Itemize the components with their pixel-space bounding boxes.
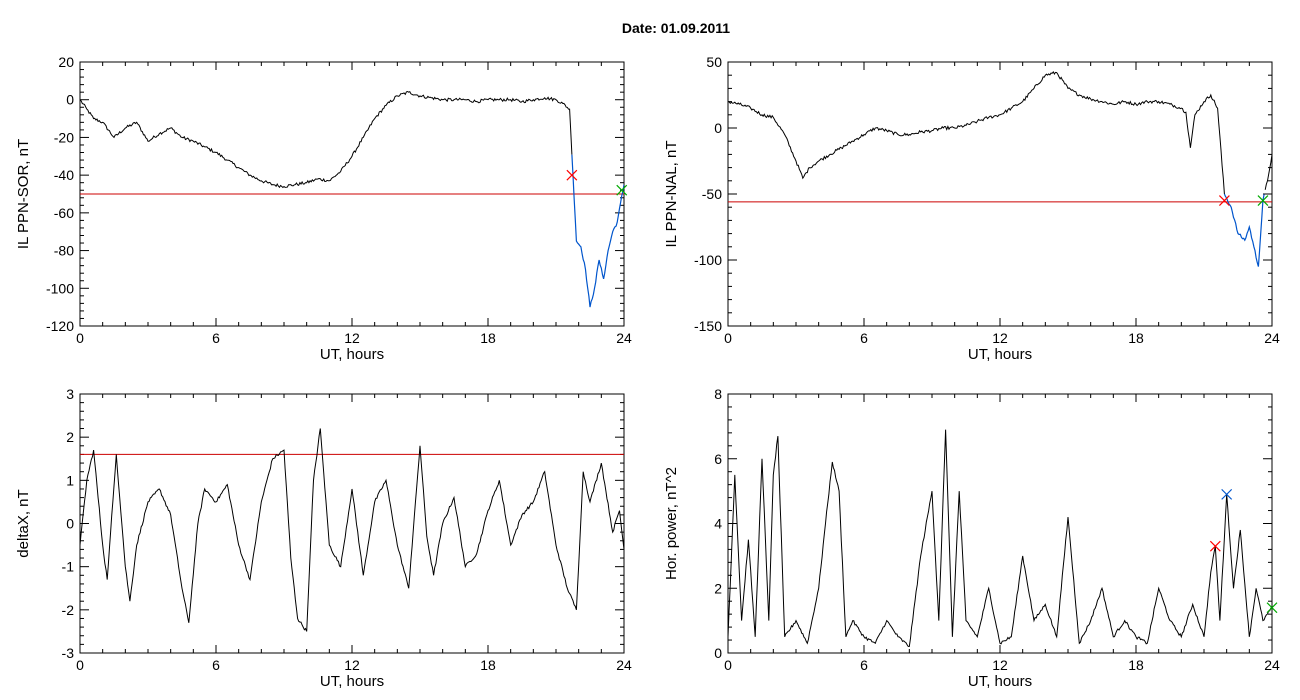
marker-green [1257, 195, 1269, 207]
y-tick-label: 3 [66, 386, 74, 402]
y-tick-label: -20 [54, 129, 74, 145]
y-tick-label: 0 [714, 645, 722, 661]
series-line [80, 90, 573, 189]
y-tick-label: 8 [714, 386, 722, 402]
x-tick-label: 12 [344, 657, 360, 673]
x-tick-label: 0 [76, 330, 84, 346]
series-line-tail [1264, 154, 1272, 190]
x-tick-label: 24 [616, 657, 632, 673]
x-tick-label: 24 [1264, 657, 1280, 673]
x-tick-label: 6 [212, 657, 220, 673]
x-tick-label: 18 [1128, 330, 1144, 346]
y-axis-label: deltaX, nT [15, 489, 32, 557]
chart-panel-1: 0 6 12 18 24 -120 -100 -80 -60 -40 -20 0 20 UT, hours… [15, 54, 632, 363]
x-tick-label: 24 [616, 330, 632, 346]
y-tick-label: -60 [54, 205, 74, 221]
x-tick-label: 0 [76, 657, 84, 673]
x-axis-label: UT, hours [968, 673, 1032, 690]
x-tick-label: 0 [724, 330, 732, 346]
marker-blue [1221, 488, 1233, 500]
y-tick-label: -120 [46, 318, 74, 334]
y-tick-label: -3 [62, 645, 75, 661]
y-tick-label: 0 [66, 516, 74, 532]
y-tick-label: 6 [714, 451, 722, 467]
x-tick-label: 0 [724, 657, 732, 673]
x-tick-label: 6 [212, 330, 220, 346]
y-tick-label: 0 [714, 120, 722, 136]
y-tick-label: -100 [694, 252, 722, 268]
y-tick-label: -1 [62, 559, 75, 575]
series-line [728, 71, 1225, 195]
x-tick-label: 12 [992, 657, 1008, 673]
x-axis-label: UT, hours [968, 346, 1032, 363]
marker-green [1266, 602, 1278, 614]
y-tick-label: 1 [66, 472, 74, 488]
x-tick-label: 18 [480, 330, 496, 346]
y-tick-label: 2 [714, 580, 722, 596]
y-axis-label: Hor. power, nT^2 [663, 467, 680, 580]
x-axis-label: UT, hours [320, 346, 384, 363]
y-tick-label: -2 [62, 602, 75, 618]
y-tick-label: -100 [46, 280, 74, 296]
x-tick-label: 6 [860, 657, 868, 673]
series-line [80, 428, 624, 632]
plot-frame [79, 393, 625, 654]
date-label: Date: 01.09.2011 [622, 20, 730, 36]
x-tick-label: 24 [1264, 330, 1280, 346]
marker-red [1209, 540, 1221, 552]
x-tick-label: 18 [1128, 657, 1144, 673]
x-tick-label: 6 [860, 330, 868, 346]
y-tick-label: -80 [54, 243, 74, 259]
chart-panel-2: 0 6 12 18 24 -150 -100 -50 0 50 UT, hours IL PPN-NA… [663, 54, 1280, 363]
marker-red [566, 169, 578, 181]
x-axis-label: UT, hours [320, 673, 384, 690]
x-tick-label: 12 [992, 330, 1008, 346]
y-tick-label: 0 [66, 92, 74, 108]
marker-red [1218, 195, 1230, 207]
y-axis-label: IL PPN-NAL, nT [663, 141, 680, 248]
y-tick-label: 2 [66, 429, 74, 445]
y-tick-label: -40 [54, 167, 74, 183]
x-tick-label: 12 [344, 330, 360, 346]
series-line-highlight [571, 154, 624, 308]
y-tick-label: 20 [58, 54, 74, 70]
plot-frame [727, 61, 1273, 327]
y-tick-label: 4 [714, 516, 722, 532]
x-tick-label: 18 [480, 657, 496, 673]
y-tick-label: -50 [702, 186, 722, 202]
y-tick-label: -150 [694, 318, 722, 334]
series-line-highlight [1223, 193, 1265, 267]
plot-frame [727, 393, 1273, 654]
y-tick-label: 50 [706, 54, 722, 70]
marker-green [616, 184, 628, 196]
y-axis-label: IL PPN-SOR, nT [15, 139, 32, 249]
series-line [728, 429, 1272, 648]
